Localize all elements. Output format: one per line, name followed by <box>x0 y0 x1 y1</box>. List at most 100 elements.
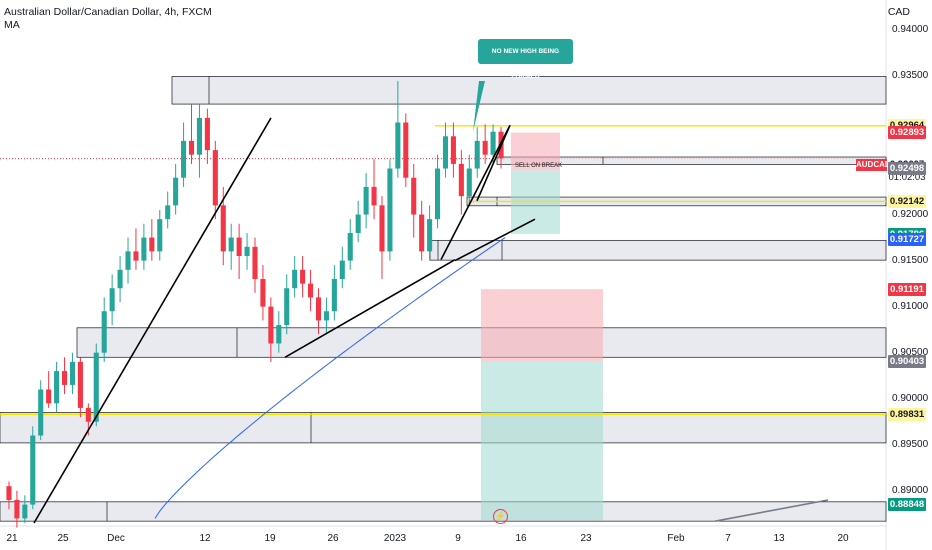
candle <box>236 223 242 280</box>
time-axis-label: Dec <box>107 533 125 544</box>
candle <box>474 127 480 178</box>
candle <box>371 159 377 220</box>
support-zone-bottom <box>0 501 887 522</box>
candle <box>466 154 472 206</box>
candle <box>77 357 83 418</box>
candle <box>244 232 250 270</box>
chart-title: Australian Dollar/Canadian Dollar, 4h, F… <box>4 6 212 18</box>
price-axis-label: 0.89000 <box>892 484 929 496</box>
stop-loss-box-large <box>481 289 603 362</box>
support-zone-low <box>0 412 887 444</box>
time-axis-label: 7 <box>725 533 731 544</box>
candle <box>292 255 298 298</box>
indicator-label[interactable]: MA <box>4 19 20 31</box>
chart-header: Australian Dollar/Canadian Dollar, 4h, F… <box>4 6 212 32</box>
candle <box>260 265 266 321</box>
candle <box>133 228 139 270</box>
candle <box>347 219 353 270</box>
price-axis-label: 0.91500 <box>892 254 929 266</box>
price-tag: 0.89831 <box>888 407 926 421</box>
candle <box>157 209 163 261</box>
lower-zone <box>429 239 887 261</box>
candle <box>435 154 441 229</box>
currency-label: CAD <box>887 6 910 18</box>
candle <box>188 104 195 164</box>
candle <box>450 122 456 178</box>
candle <box>323 297 329 335</box>
trend-line-grey <box>714 499 829 522</box>
candle <box>117 255 123 303</box>
callout-pointer <box>473 81 485 132</box>
sell-on-break-label: SELL ON BREAK <box>515 163 563 169</box>
candle <box>38 380 44 441</box>
callout-no-new-high[interactable]: NO NEW HIGH BEING FORMED <box>478 39 573 80</box>
candle <box>379 196 385 280</box>
price-axis-label: 0.90000 <box>892 392 929 404</box>
candle <box>54 361 60 413</box>
candle <box>363 173 369 229</box>
time-axis-label: 9 <box>455 533 461 544</box>
trend-line <box>440 124 511 261</box>
trend-line <box>476 124 511 202</box>
countdown-timer: 01:02:03 <box>888 172 926 183</box>
candle <box>315 288 322 335</box>
candle <box>46 371 52 408</box>
time-axis-label: 13 <box>773 533 785 544</box>
candle <box>252 237 258 293</box>
candle <box>387 159 393 261</box>
candle <box>173 163 179 215</box>
time-axis-label: 21 <box>6 533 18 544</box>
time-axis-label: 25 <box>57 533 69 544</box>
price-tag: 0.91191 <box>888 282 926 296</box>
candle <box>284 274 290 335</box>
candle <box>308 269 314 312</box>
candle <box>300 255 306 298</box>
candle <box>125 237 131 284</box>
candle <box>196 104 202 178</box>
candle <box>458 150 464 215</box>
candle <box>427 205 433 261</box>
price-axis-label: 0.92000 <box>892 208 929 220</box>
price-axis-label: 0.90500 <box>892 346 929 358</box>
candle <box>61 357 68 395</box>
candle <box>149 219 155 261</box>
candle <box>101 297 107 362</box>
candle <box>482 124 488 164</box>
candle <box>212 140 218 220</box>
candle <box>411 163 417 238</box>
price-axis-label: 0.89500 <box>892 438 929 450</box>
candle <box>419 200 425 261</box>
candle <box>331 265 337 321</box>
price-tag: 0.92893 <box>888 125 926 139</box>
time-axis-label: 23 <box>580 533 592 544</box>
candle <box>141 223 147 270</box>
candle <box>228 223 234 270</box>
candle <box>276 311 282 353</box>
candle <box>165 191 171 229</box>
candle <box>442 122 449 178</box>
take-profit-box-large <box>481 361 603 521</box>
trend-line <box>33 117 272 524</box>
time-axis-label: 12 <box>199 533 211 544</box>
price-axis-label: 0.93500 <box>892 70 929 82</box>
stop-loss-box-small <box>511 132 560 171</box>
lightning-icon[interactable]: ⚡ <box>493 509 508 524</box>
candle <box>69 352 75 395</box>
time-axis-label: 20 <box>837 533 849 544</box>
candle <box>355 200 361 243</box>
trend-line <box>454 218 536 262</box>
candle <box>30 426 36 510</box>
time-axis-label: 16 <box>515 533 527 544</box>
symbol-tag: AUDCAD <box>856 159 891 171</box>
candle <box>93 343 99 427</box>
candle <box>6 481 12 510</box>
price-tag: 0.92142 <box>888 194 926 208</box>
price-tag: 0.90403 <box>888 355 926 369</box>
time-axis-label: 26 <box>327 533 339 544</box>
candle <box>22 495 28 523</box>
time-axis-label: 2023 <box>383 533 407 544</box>
candle <box>204 108 210 164</box>
price-axis-label: 0.91000 <box>892 300 929 312</box>
price-tag: 0.88848 <box>888 498 926 512</box>
